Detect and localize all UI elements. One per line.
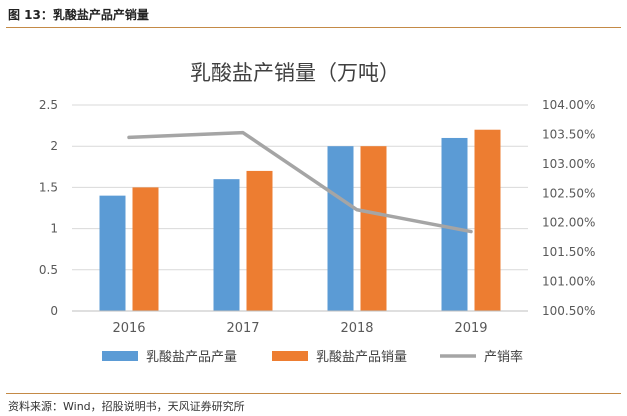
x-axis: 2016 2017 2018 2019 — [72, 310, 528, 336]
chart-svg: 乳酸盐产销量（万吨） 00.511.522.5 100.50%101.00%10… — [39, 61, 595, 365]
legend-label: 产销率 — [484, 349, 523, 365]
y-left-tick-label: 1 — [50, 222, 58, 236]
y-right-tick-label: 103.50% — [542, 127, 595, 141]
y-axis-left: 0 0.5 1 1.5 2 2.5 — [39, 98, 58, 318]
y-right-tick-label: 102.00% — [542, 216, 595, 230]
y-right-tick-label: 103.00% — [542, 157, 595, 171]
y-axis-right: 100.50% 101.00% 101.50% 102.00% 102.50% 103.0… — [542, 98, 595, 318]
header-rule — [6, 27, 621, 28]
y-right-tick-label: 100.50% — [542, 304, 595, 318]
legend-label: 乳酸盐产品销量 — [316, 350, 407, 365]
y-right-tick-label: 104.00% — [542, 98, 595, 112]
y-left-tick-label: 1.5 — [39, 180, 58, 194]
y-left-tick-label: 2.5 — [39, 98, 58, 112]
bar-sales-2018 — [360, 146, 387, 311]
bar-sales-2019 — [474, 129, 501, 311]
rate-line — [127, 130, 473, 234]
bar-production-2016 — [99, 195, 126, 311]
x-tick-label: 2019 — [454, 321, 487, 336]
y-right-tick-label: 101.00% — [542, 275, 595, 289]
bar-sales-2017 — [246, 170, 273, 311]
source-note: 资料来源：Wind，招股说明书，天风证券研究所 — [8, 400, 245, 413]
rate-line-path — [127, 130, 473, 234]
bar-production-2018 — [327, 146, 354, 311]
y-right-tick-label: 102.50% — [542, 186, 595, 200]
legend: 乳酸盐产品产量 乳酸盐产品销量 产销率 — [102, 349, 523, 365]
x-tick-label: 2017 — [226, 321, 259, 336]
legend-label: 乳酸盐产品产量 — [146, 350, 237, 365]
legend-swatch — [102, 351, 138, 361]
y-left-tick-label: 2 — [50, 139, 58, 153]
footer-rule — [6, 393, 621, 394]
y-right-tick-label: 101.50% — [542, 245, 595, 259]
figure-label: 图 13：乳酸盐产品产销量 — [8, 8, 149, 22]
bar-production-2019 — [441, 137, 468, 311]
x-tick-label: 2016 — [112, 321, 145, 336]
figure-header: 图 13：乳酸盐产品产销量 — [0, 0, 627, 28]
legend-swatch — [272, 351, 308, 361]
chart-container: 乳酸盐产销量（万吨） 0 0.5 1 1.5 2 2.5 100.50% 101.00% 10… — [0, 28, 627, 388]
x-tick-label: 2018 — [340, 321, 373, 336]
y-left-tick-label: 0.5 — [39, 263, 58, 277]
bar-production-2017 — [213, 179, 240, 311]
bar-sales-2016 — [132, 187, 159, 311]
bars — [99, 129, 501, 311]
chart-title: 乳酸盐产销量（万吨） — [190, 61, 400, 85]
y-left-tick-label: 0 — [50, 304, 58, 318]
